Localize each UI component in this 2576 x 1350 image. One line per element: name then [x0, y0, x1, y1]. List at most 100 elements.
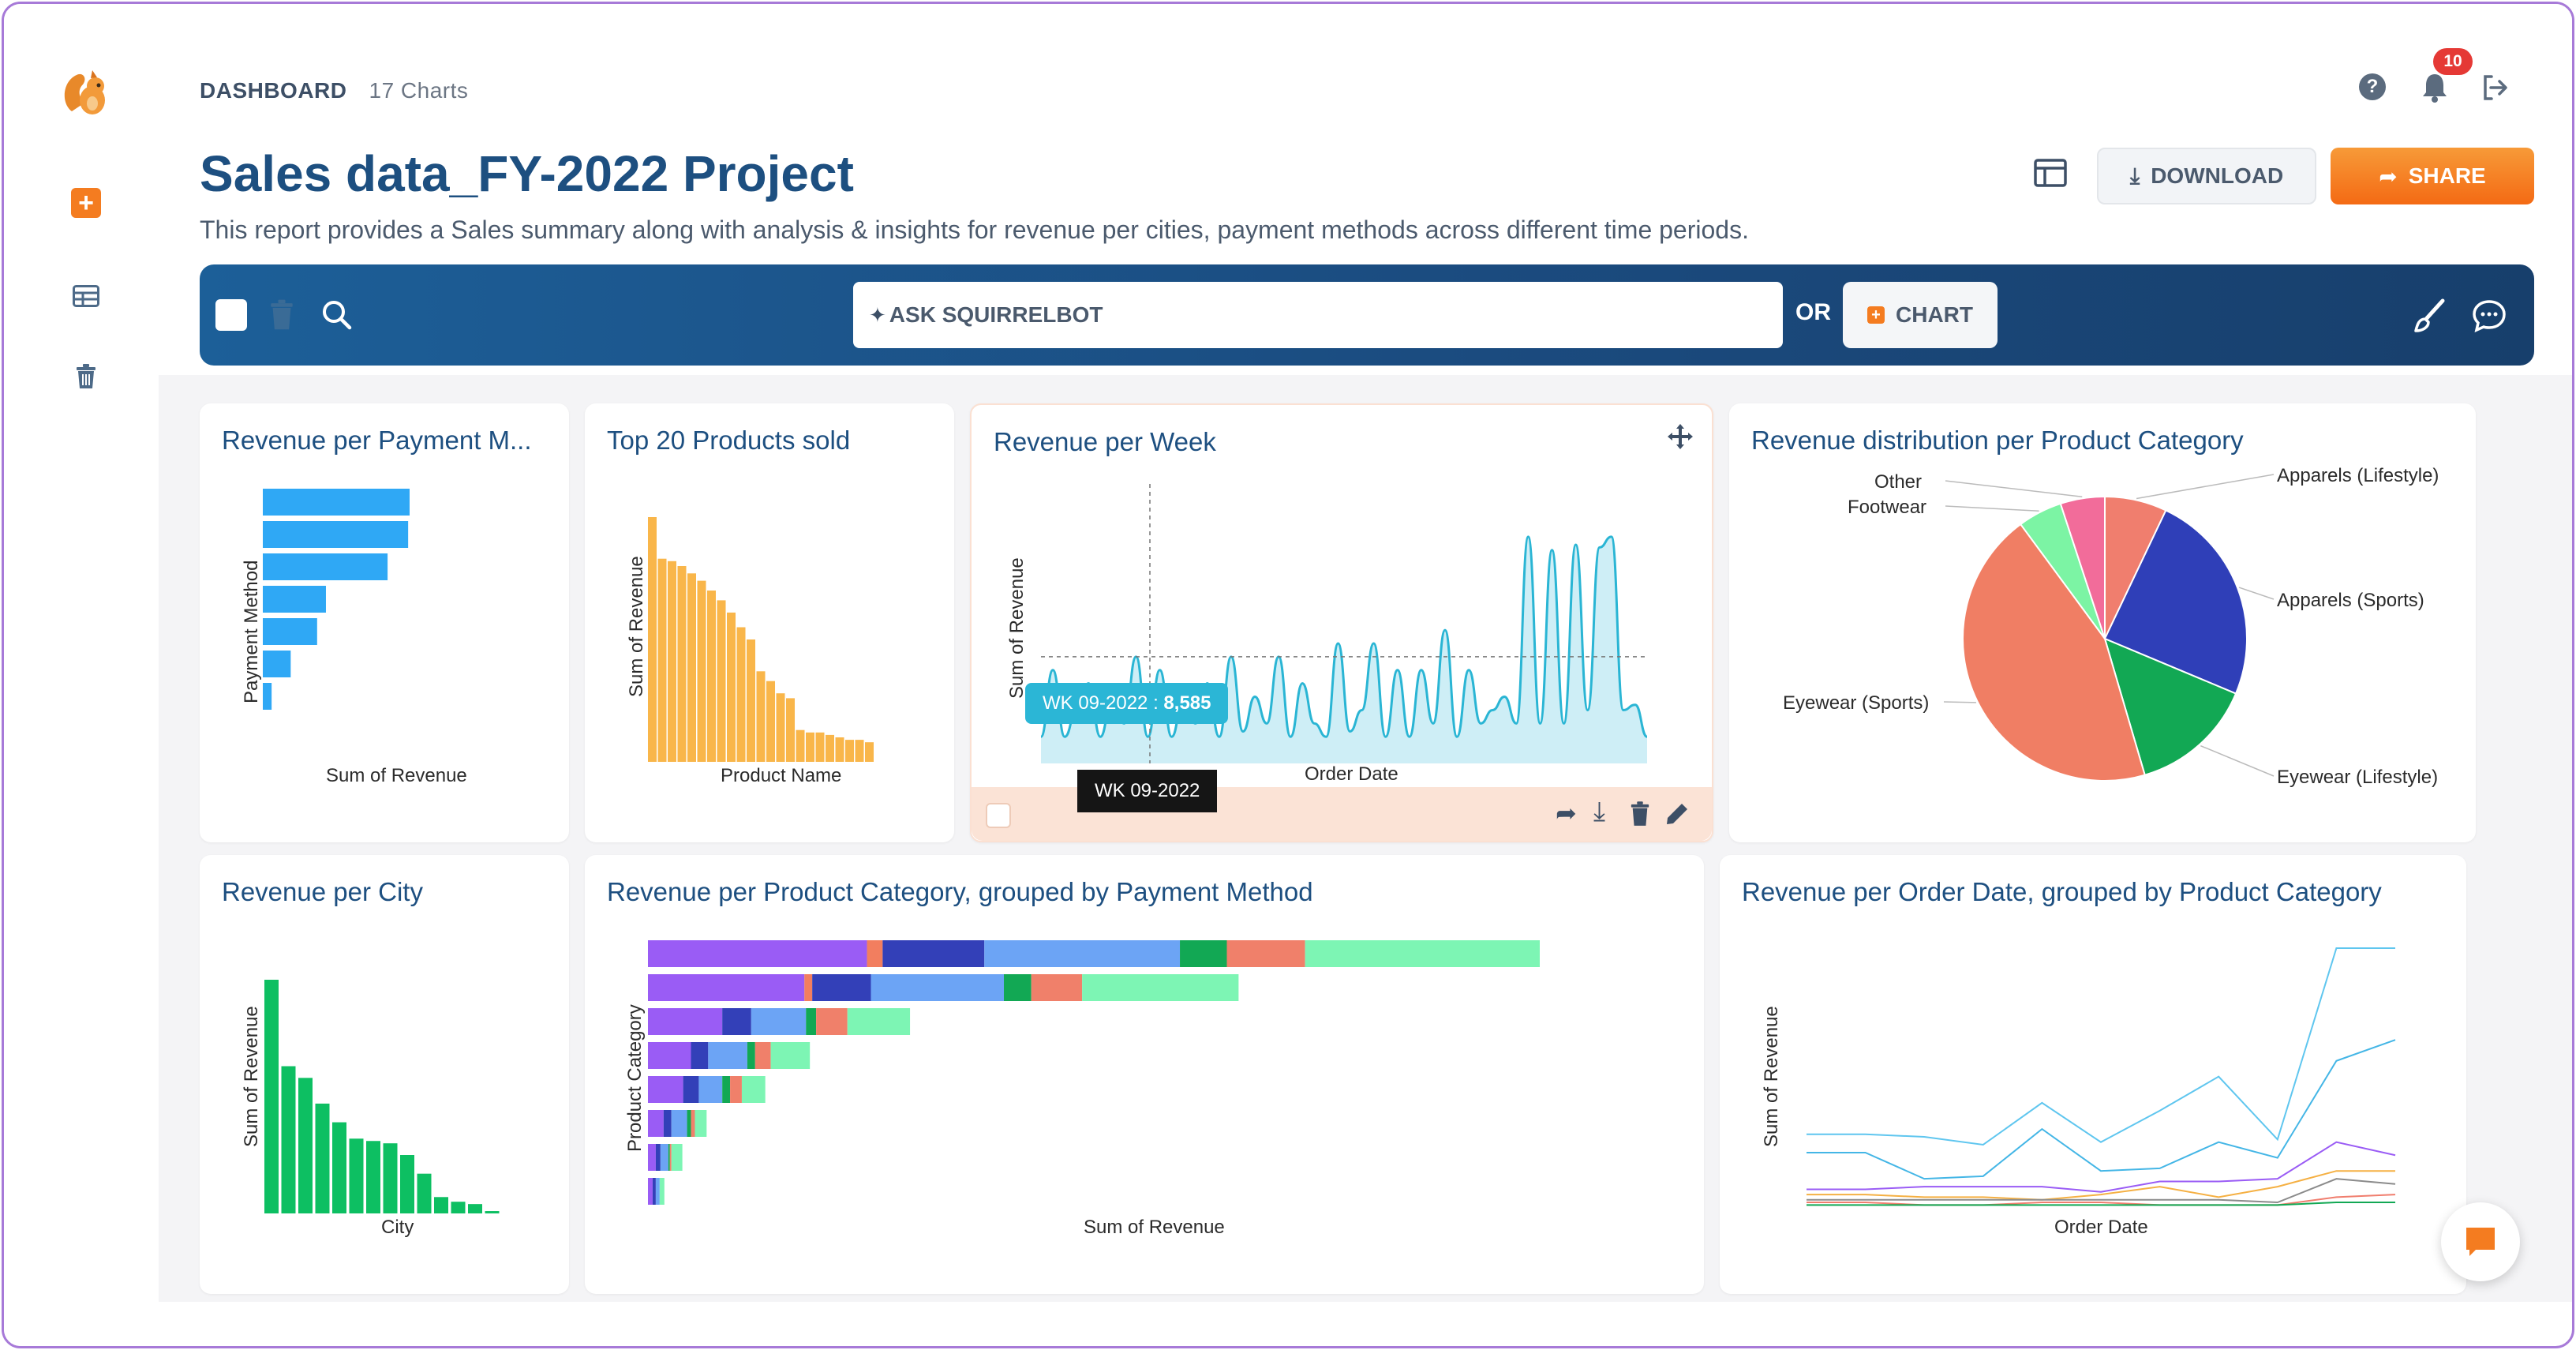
stacked-segment: [812, 974, 871, 1001]
payment-bar: [263, 553, 388, 580]
pie-slice: [1962, 523, 2146, 782]
pie-leader-line: [2136, 474, 2275, 500]
series-line: [1807, 1170, 2395, 1201]
stacked-segment: [747, 1042, 755, 1069]
share-icon: ➦: [2379, 163, 2398, 189]
toolbar-trash-icon[interactable]: [269, 299, 294, 331]
y-axis-label: Sum of Revenue: [626, 556, 647, 697]
pie-leader-line: [1945, 505, 2039, 512]
stacked-segment: [683, 1076, 699, 1103]
stacked-bar-chart: [648, 940, 1540, 1205]
city-bar: [349, 1138, 364, 1213]
pie-slice: [2103, 509, 2248, 695]
share-label: SHARE: [2408, 163, 2486, 188]
notification-badge: 10: [2433, 48, 2473, 75]
download-button[interactable]: ⤓ DOWNLOAD: [2097, 148, 2316, 204]
stacked-segment: [722, 1008, 751, 1035]
chart-tooltip: WK 09-2022 : 8,585: [1025, 683, 1229, 724]
share-button[interactable]: ➦ SHARE: [2331, 148, 2534, 204]
card-title: Revenue per Payment M...: [222, 426, 532, 455]
select-all-checkbox[interactable]: [215, 299, 247, 331]
delete-chart-icon[interactable]: [1630, 801, 1650, 827]
stacked-segment: [698, 1076, 723, 1103]
logout-icon[interactable]: [2481, 73, 2509, 102]
product-bar: [697, 580, 706, 762]
card-revenue-per-category-by-payment[interactable]: Revenue per Product Category, grouped by…: [585, 855, 1704, 1294]
stacked-segment: [687, 1110, 691, 1137]
chart-label: CHART: [1896, 302, 1973, 327]
y-axis-label: Payment Method: [241, 560, 262, 703]
stacked-segment: [1082, 974, 1239, 1001]
stacked-segment: [871, 974, 1005, 1001]
city-bar: [485, 1211, 500, 1213]
stacked-segment: [648, 1110, 664, 1137]
products-bar-chart: [648, 517, 874, 762]
table-icon[interactable]: [69, 279, 103, 313]
breadcrumb-dashboard[interactable]: DASHBOARD: [200, 78, 347, 103]
notification-bell-icon[interactable]: [2421, 72, 2449, 103]
stacked-segment: [655, 1178, 660, 1205]
card-revenue-per-payment-method[interactable]: Revenue per Payment M... Payment Method …: [200, 403, 569, 842]
payment-bar: [263, 683, 272, 710]
floating-chat-button[interactable]: [2441, 1202, 2520, 1281]
product-bar: [727, 612, 736, 762]
chart-plus-icon: +: [1867, 306, 1885, 324]
stacked-segment: [1004, 974, 1032, 1001]
pie-label-footwear: Footwear: [1848, 497, 1927, 518]
ask-squirrelbot-placeholder: ASK SQUIRRELBOT: [889, 302, 1103, 327]
pie-label-other: Other: [1874, 471, 1923, 493]
ask-squirrelbot-input[interactable]: ✦ ASK SQUIRRELBOT: [853, 282, 1783, 348]
stacked-segment: [1180, 940, 1227, 967]
card-revenue-per-city[interactable]: Revenue per City Sum of Revenue City: [200, 855, 569, 1294]
stacked-segment: [816, 1008, 848, 1035]
x-axis-label: Sum of Revenue: [1084, 1217, 1225, 1238]
chat-bubble-icon[interactable]: [2471, 298, 2507, 334]
payment-bar: [263, 618, 317, 645]
date-line-chart: [1807, 947, 2396, 1206]
pie-leader-line: [2238, 587, 2275, 600]
edit-chart-icon[interactable]: [1664, 801, 1690, 827]
stacked-segment: [722, 1076, 731, 1103]
trash-icon[interactable]: [69, 359, 103, 394]
help-icon[interactable]: ?: [2359, 73, 2386, 100]
share-chart-icon[interactable]: ➦: [1556, 799, 1577, 827]
search-icon[interactable]: [320, 298, 354, 332]
card-title: Revenue distribution per Product Categor…: [1751, 426, 2244, 455]
product-bar: [687, 573, 696, 762]
move-icon[interactable]: [1666, 422, 1694, 451]
page-title: Sales data_FY-2022 Project: [200, 145, 854, 202]
payment-bar: [263, 489, 410, 516]
stacked-segment: [867, 940, 883, 967]
product-bar: [668, 561, 676, 762]
chart-count: 17 Charts: [369, 78, 469, 103]
add-chart-button[interactable]: + CHART: [1843, 282, 1998, 348]
download-icon: ⤓: [2129, 163, 2140, 188]
stacked-segment: [648, 1008, 723, 1035]
paintbrush-icon[interactable]: [2411, 298, 2447, 334]
stacked-segment: [1226, 940, 1305, 967]
squirrel-logo-icon[interactable]: [56, 64, 116, 124]
card-revenue-per-order-date[interactable]: Revenue per Order Date, grouped by Produ…: [1720, 855, 2466, 1294]
card-top-20-products[interactable]: Top 20 Products sold Sum of Revenue Prod…: [585, 403, 954, 842]
add-chart-icon[interactable]: +: [69, 186, 103, 220]
y-axis-label: Sum of Revenue: [1006, 557, 1028, 699]
layout-icon[interactable]: [2034, 159, 2069, 190]
download-chart-icon[interactable]: ⤓: [1593, 797, 1606, 827]
pie-leader-line: [1943, 701, 1976, 703]
stacked-segment: [648, 1042, 691, 1069]
card-select-checkbox[interactable]: [986, 803, 1011, 828]
stacked-segment: [648, 1144, 656, 1171]
card-revenue-per-week[interactable]: Revenue per Week Sum of Revenue Order Da…: [970, 403, 1713, 842]
city-bar-chart: [264, 980, 500, 1213]
x-axis-label: City: [381, 1217, 414, 1238]
stacked-segment: [1031, 974, 1083, 1001]
stacked-segment: [882, 940, 985, 967]
product-bar: [657, 558, 667, 762]
sidebar: +: [4, 4, 159, 1346]
pie-slice: [2103, 637, 2237, 776]
product-bar: [845, 740, 854, 762]
city-bar: [451, 1202, 466, 1213]
product-bar: [815, 732, 825, 762]
stacked-segment: [804, 974, 813, 1001]
card-revenue-distribution[interactable]: Revenue distribution per Product Categor…: [1729, 403, 2476, 842]
